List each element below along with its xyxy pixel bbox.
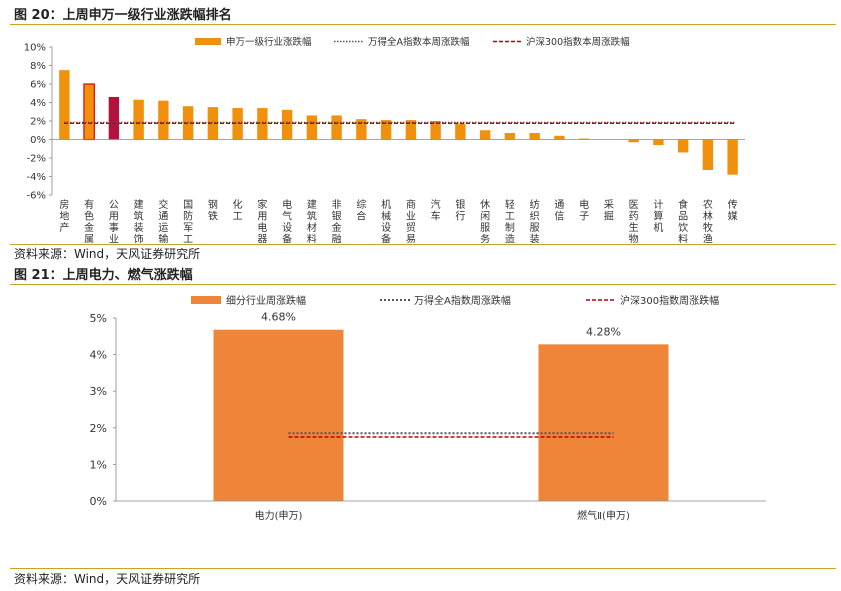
x-category-label: 电力(申万) (255, 509, 303, 522)
y-tick-label: -2% (27, 154, 46, 165)
bar (430, 121, 441, 140)
bar (504, 133, 516, 140)
x-category-label: 计算机 (653, 198, 663, 234)
source-rule (10, 244, 836, 245)
x-category-label: 农林牧渔 (703, 198, 713, 243)
x-category-label: 交通运输 (158, 198, 168, 243)
bar (83, 83, 95, 141)
x-category-label: 汽车 (431, 198, 441, 223)
legend-hs300-label: 沪深300指数本周涨跌幅 (526, 36, 630, 48)
bar (158, 100, 169, 140)
x-category-label: 燃气Ⅱ(申万) (577, 509, 630, 522)
bar (207, 107, 219, 140)
bar-data-label: 4.28% (586, 325, 621, 338)
figure-21-source: 资料来源：Wind，天风证券研究所 (14, 572, 201, 586)
title-rule (10, 284, 836, 285)
x-category-label: 化工 (233, 198, 243, 223)
x-category-label: 国防军工 (183, 199, 193, 243)
bar (380, 120, 392, 140)
bar (628, 139, 639, 143)
figure-21-title: 图 21：上周电力、燃气涨跌幅 (14, 268, 193, 283)
x-category-label: 纺织服装 (530, 198, 540, 243)
legend-bar-swatch (191, 296, 221, 304)
x-category-label: 商业贸易 (406, 198, 416, 243)
y-tick-label: 1% (90, 458, 107, 471)
y-tick-label: 4% (30, 98, 46, 109)
bar (455, 123, 466, 140)
legend-wind-label: 万得全A指数本周涨跌幅 (368, 36, 470, 48)
figure-20-title: 图 20：上周申万一级行业涨跌幅排名 (14, 8, 232, 23)
x-category-label: 医药生物 (629, 199, 639, 243)
y-tick-label: 2% (90, 422, 107, 435)
legend-bar-label: 申万一级行业涨跌幅 (226, 36, 312, 48)
y-tick-label: 0% (90, 495, 107, 508)
source-rule (10, 568, 836, 569)
bar-data-label: 4.68% (261, 311, 296, 324)
bar (405, 120, 417, 140)
bar (281, 109, 293, 140)
x-category-label: 有色金属 (84, 198, 94, 243)
bar (232, 108, 243, 140)
x-category-label: 非银金融 (332, 199, 342, 243)
bar (702, 139, 714, 171)
y-tick-label: 8% (30, 61, 46, 72)
bar (677, 139, 689, 153)
y-tick-label: 6% (30, 80, 46, 91)
x-category-label: 采掘 (604, 199, 614, 223)
bar (653, 139, 664, 146)
x-category-label: 银行 (455, 198, 465, 223)
bar (479, 130, 491, 140)
industry-ranking-chart: 申万一级行业涨跌幅 万得全A指数本周涨跌幅 沪深300指数本周涨跌幅 10% 8% 6% 4… (24, 36, 745, 243)
bar (727, 139, 738, 175)
x-category-label: 钢铁 (208, 198, 218, 223)
bar (331, 115, 342, 140)
y-tick-label: 5% (90, 312, 107, 325)
bar (59, 70, 70, 140)
figure-20-source: 资料来源：Wind，天风证券研究所 (14, 247, 201, 261)
y-tick-label: 10% (24, 43, 46, 54)
y-tick-label: 3% (90, 385, 107, 398)
y-tick-label: 4% (90, 349, 107, 362)
legend-bar-swatch (195, 38, 221, 45)
x-category-label: 机械设备 (381, 198, 391, 243)
bar (108, 96, 120, 140)
x-category-label: 食品饮料 (678, 198, 688, 243)
bar (529, 133, 540, 140)
y-tick-label: 0% (30, 135, 46, 146)
bar (133, 99, 144, 140)
y-tick-label: 2% (30, 117, 46, 128)
x-category-label: 电气设备 (282, 198, 292, 243)
x-category-label: 建筑材料 (307, 198, 317, 243)
bar (213, 329, 344, 501)
x-category-label: 传媒 (728, 199, 738, 223)
x-category-label: 综合 (356, 198, 366, 223)
x-category-label: 房地产 (59, 198, 69, 234)
x-category-label: 公用事业 (109, 200, 119, 243)
y-tick-label: -4% (27, 172, 46, 183)
x-category-label: 轻工制造 (505, 198, 515, 243)
title-rule (10, 24, 836, 25)
x-category-label: 休闲服务 (480, 199, 490, 243)
bar (578, 138, 590, 140)
bar (306, 115, 318, 140)
bar (538, 344, 669, 501)
legend-wind-label: 万得全A指数周涨跌幅 (414, 294, 511, 307)
x-category-label: 通信 (554, 199, 564, 223)
x-category-label: 建筑装饰 (134, 198, 144, 243)
bar (356, 119, 367, 140)
x-category-label: 家用电器 (257, 198, 267, 243)
power-gas-chart: 细分行业周涨跌幅 万得全A指数周涨跌幅 沪深300指数周涨跌幅 5% 4% 3% 2% 1% 0… (90, 294, 766, 522)
legend-hs300-label: 沪深300指数周涨跌幅 (620, 294, 719, 307)
x-category-label: 电子 (579, 198, 589, 223)
legend-bar-label: 细分行业周涨跌幅 (226, 294, 306, 307)
bar (554, 135, 565, 140)
y-tick-label: -6% (27, 191, 46, 202)
